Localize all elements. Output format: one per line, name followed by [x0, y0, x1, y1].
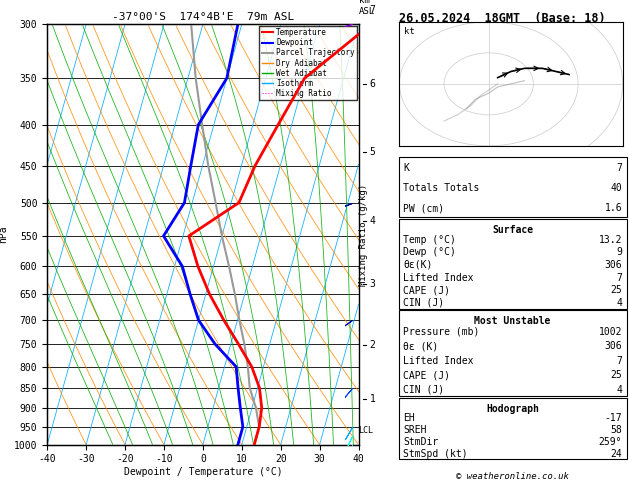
Text: 24: 24	[610, 449, 622, 459]
Text: 7: 7	[616, 163, 622, 173]
Text: PW (cm): PW (cm)	[403, 203, 444, 213]
Text: 25: 25	[610, 285, 622, 295]
Text: 26.05.2024  18GMT  (Base: 18): 26.05.2024 18GMT (Base: 18)	[399, 12, 606, 25]
Text: 25: 25	[610, 370, 622, 381]
Text: CIN (J): CIN (J)	[403, 385, 444, 395]
Text: 7: 7	[370, 5, 376, 15]
Text: 1.6: 1.6	[604, 203, 622, 213]
Bar	[399, 156, 626, 217]
Text: Mixing Ratio (g/kg): Mixing Ratio (g/kg)	[359, 183, 367, 286]
Text: LCL: LCL	[359, 426, 374, 435]
Text: CAPE (J): CAPE (J)	[403, 370, 450, 381]
Text: StmSpd (kt): StmSpd (kt)	[403, 449, 468, 459]
Text: 1002: 1002	[599, 327, 622, 337]
Text: 58: 58	[610, 425, 622, 435]
X-axis label: Dewpoint / Temperature (°C): Dewpoint / Temperature (°C)	[123, 467, 282, 477]
Text: θε(K): θε(K)	[403, 260, 433, 270]
Text: 13.2: 13.2	[599, 235, 622, 244]
Text: 4: 4	[616, 385, 622, 395]
Text: CIN (J): CIN (J)	[403, 298, 444, 308]
Text: km
ASL: km ASL	[359, 0, 375, 16]
Text: 3: 3	[370, 279, 376, 290]
Text: 1: 1	[370, 394, 376, 404]
Text: EH: EH	[403, 413, 415, 423]
Text: 7: 7	[616, 356, 622, 366]
Text: Hodograph: Hodograph	[486, 404, 539, 414]
Text: © weatheronline.co.uk: © weatheronline.co.uk	[456, 472, 569, 482]
Text: SREH: SREH	[403, 425, 426, 435]
Text: Lifted Index: Lifted Index	[403, 356, 474, 366]
Text: kt: kt	[404, 27, 415, 36]
Text: K: K	[403, 163, 409, 173]
Text: -37°00'S  174°4B'E  79m ASL: -37°00'S 174°4B'E 79m ASL	[112, 12, 294, 22]
Y-axis label: hPa: hPa	[0, 226, 8, 243]
Text: Lifted Index: Lifted Index	[403, 273, 474, 283]
Text: 5: 5	[370, 147, 376, 156]
Text: 306: 306	[604, 260, 622, 270]
Text: CAPE (J): CAPE (J)	[403, 285, 450, 295]
Bar	[399, 311, 626, 397]
Text: Totals Totals: Totals Totals	[403, 183, 480, 193]
Text: 9: 9	[616, 247, 622, 257]
Text: Pressure (mb): Pressure (mb)	[403, 327, 480, 337]
Text: Temp (°C): Temp (°C)	[403, 235, 456, 244]
Text: 40: 40	[610, 183, 622, 193]
Text: 4: 4	[370, 216, 376, 226]
Text: Dewp (°C): Dewp (°C)	[403, 247, 456, 257]
Legend: Temperature, Dewpoint, Parcel Trajectory, Dry Adiabat, Wet Adiabat, Isotherm, Mi: Temperature, Dewpoint, Parcel Trajectory…	[259, 26, 357, 100]
Bar	[399, 398, 626, 459]
Text: 7: 7	[616, 273, 622, 283]
Text: 6: 6	[370, 79, 376, 89]
Text: θε (K): θε (K)	[403, 341, 438, 351]
Bar	[399, 219, 626, 309]
Text: 259°: 259°	[599, 437, 622, 447]
Text: StmDir: StmDir	[403, 437, 438, 447]
Text: 2: 2	[370, 340, 376, 350]
Text: Surface: Surface	[492, 225, 533, 235]
Text: 306: 306	[604, 341, 622, 351]
Text: Most Unstable: Most Unstable	[474, 316, 551, 327]
Text: -17: -17	[604, 413, 622, 423]
Text: 4: 4	[616, 298, 622, 308]
